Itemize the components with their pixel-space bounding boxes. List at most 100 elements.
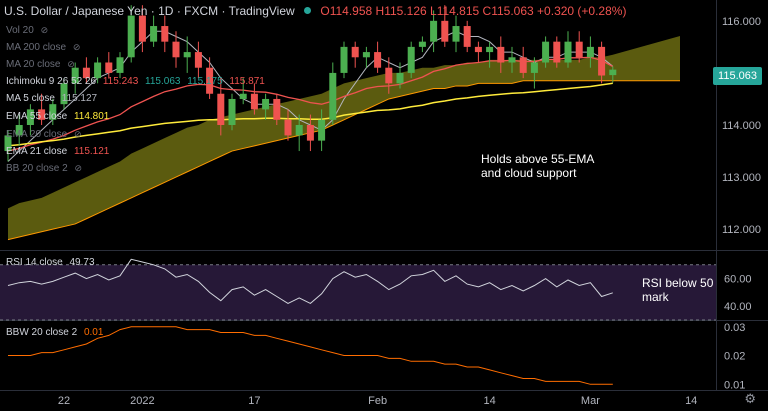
candle-body bbox=[217, 93, 225, 125]
candle-body bbox=[82, 67, 90, 79]
rsi-line bbox=[7, 258, 613, 304]
candle-body bbox=[38, 109, 46, 120]
ichimoku-cloud bbox=[8, 35, 680, 240]
annotation-main-line2: and cloud support bbox=[481, 166, 577, 180]
candle-body bbox=[586, 46, 594, 58]
candle-body bbox=[318, 119, 326, 141]
bbw-line bbox=[8, 326, 613, 385]
candle-body bbox=[60, 83, 68, 105]
candle-body bbox=[374, 52, 382, 68]
annotation-rsi-line1: RSI below 50 bbox=[642, 276, 714, 290]
candle-body bbox=[396, 72, 404, 84]
legend-rsi[interactable]: RSI 14 close 49.73 bbox=[6, 257, 95, 268]
candle-body bbox=[474, 46, 482, 53]
candle-body bbox=[15, 125, 23, 136]
legend-ema20-label: EMA 20 close bbox=[6, 129, 68, 140]
bbw-axis-tick: 0.02 bbox=[724, 351, 745, 363]
eye-slash-icon[interactable]: ⊘ bbox=[73, 129, 82, 139]
legend-ma20[interactable]: MA 20 close ⊘ bbox=[6, 59, 75, 70]
legend-bbw-label: BBW 20 close 2 bbox=[6, 327, 78, 338]
interval-label[interactable]: 1D bbox=[158, 4, 174, 18]
bbw-axis-tick: 0.01 bbox=[724, 379, 745, 391]
candle-body bbox=[362, 52, 370, 58]
bbw-axis-tick: 0.03 bbox=[724, 322, 745, 334]
candle-body bbox=[609, 69, 617, 76]
legend-ema55[interactable]: EMA 55 close 114.801 bbox=[6, 111, 109, 122]
time-axis-tick: 14 bbox=[685, 395, 697, 407]
legend-ema55-label: EMA 55 close bbox=[6, 111, 68, 122]
candle-body bbox=[407, 46, 415, 73]
eye-slash-icon[interactable]: ⊘ bbox=[40, 25, 49, 35]
platform-label: TradingView bbox=[228, 4, 295, 18]
candle-body bbox=[486, 46, 494, 53]
annotation-rsi: RSI below 50 mark bbox=[642, 276, 713, 304]
eye-slash-icon[interactable]: ⊘ bbox=[72, 42, 81, 52]
price-axis-tick: 116.000 bbox=[722, 16, 761, 28]
legend-ma5-label: MA 5 close bbox=[6, 93, 55, 104]
legend-ema21-value: 115.121 bbox=[73, 146, 110, 157]
candle-body bbox=[351, 46, 359, 58]
candle-body bbox=[262, 98, 270, 110]
legend-ma200[interactable]: MA 200 close ⊘ bbox=[6, 42, 80, 53]
legend-ema20[interactable]: EMA 20 close ⊘ bbox=[6, 129, 81, 140]
legend-ichimoku[interactable]: Ichimoku 9 26 52 26 115.243 115.063 115.… bbox=[6, 76, 265, 87]
candle-body bbox=[94, 62, 102, 79]
legend-ichimoku-label: Ichimoku 9 26 52 26 bbox=[6, 76, 97, 87]
legend-bbw[interactable]: BBW 20 close 2 0.01 bbox=[6, 327, 103, 338]
candle-body bbox=[463, 26, 471, 47]
candle-body bbox=[183, 52, 191, 58]
candle-body bbox=[138, 15, 146, 42]
candle-body bbox=[329, 72, 337, 120]
eye-slash-icon[interactable]: ⊘ bbox=[74, 163, 83, 173]
candle-body bbox=[116, 57, 124, 73]
rsi-band bbox=[0, 264, 716, 320]
candles-group bbox=[4, 5, 617, 162]
legend-ema55-value: 114.801 bbox=[73, 111, 110, 122]
ohlc-close: C115.063 bbox=[482, 4, 534, 18]
ohlc-open: O114.958 bbox=[320, 4, 373, 18]
last-price-tag: 115.063 bbox=[713, 67, 762, 85]
exchange-label: FXCM bbox=[184, 4, 219, 18]
legend-ema21[interactable]: EMA 21 close 115.121 bbox=[6, 146, 109, 157]
candle-body bbox=[430, 20, 438, 42]
chart-header: U.S. Dollar / Japanese Yen · 1D · FXCM ·… bbox=[4, 4, 627, 18]
price-axis-tick: 113.000 bbox=[722, 172, 761, 184]
legend-rsi-value: 49.73 bbox=[69, 257, 95, 268]
candle-body bbox=[508, 57, 516, 63]
candle-body bbox=[340, 46, 348, 73]
ohlc-low: L114.815 bbox=[430, 4, 480, 18]
time-axis-tick: Mar bbox=[581, 395, 600, 407]
candle-body bbox=[553, 41, 561, 63]
candle-body bbox=[598, 46, 606, 76]
candle-body bbox=[452, 26, 460, 42]
legend-bb[interactable]: BB 20 close 2 ⊘ bbox=[6, 163, 82, 174]
legend-ma5[interactable]: MA 5 close 115.127 bbox=[6, 93, 97, 104]
legend-ema21-label: EMA 21 close bbox=[6, 146, 68, 157]
legend-ichimoku-v2: 115.063 bbox=[145, 76, 181, 87]
candle-body bbox=[418, 41, 426, 47]
legend-vol[interactable]: Vol 20 ⊘ bbox=[6, 25, 48, 36]
candle-body bbox=[172, 41, 180, 58]
candle-body bbox=[306, 125, 314, 141]
rsi-axis-tick: 60.00 bbox=[724, 274, 752, 286]
annotation-rsi-line2: mark bbox=[642, 290, 669, 304]
candle-body bbox=[497, 46, 505, 63]
rsi-axis-tick: 40.00 bbox=[724, 301, 752, 313]
gear-icon[interactable]: ⚙ bbox=[744, 391, 756, 406]
legend-ichimoku-v3: 115.175 bbox=[187, 76, 223, 87]
ohlc-high: H115.126 bbox=[375, 4, 427, 18]
legend-ma200-label: MA 200 close bbox=[6, 42, 67, 53]
candle-body bbox=[161, 26, 169, 42]
price-axis-tick: 114.000 bbox=[722, 120, 761, 132]
candle-body bbox=[542, 41, 550, 63]
candle-body bbox=[564, 41, 572, 63]
annotation-main: Holds above 55-EMA and cloud support bbox=[481, 152, 594, 180]
eye-slash-icon[interactable]: ⊘ bbox=[67, 59, 75, 69]
candle-body bbox=[26, 109, 34, 125]
symbol-name[interactable]: U.S. Dollar / Japanese Yen bbox=[4, 4, 148, 18]
candle-body bbox=[385, 67, 393, 84]
candle-body bbox=[150, 26, 158, 42]
ohlc-change: +0.320 (+0.28%) bbox=[537, 4, 627, 18]
